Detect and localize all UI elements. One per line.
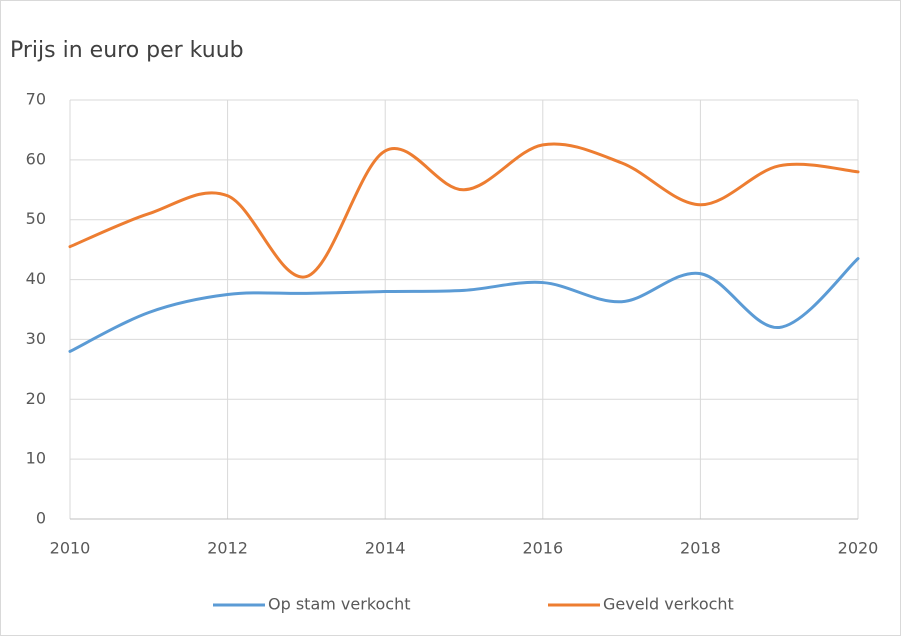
x-tick-label: 2018 [680, 539, 721, 558]
legend-label: Geveld verkocht [603, 595, 734, 614]
x-tick-label: 2016 [522, 539, 563, 558]
y-tick-label: 70 [26, 90, 46, 109]
line-series [68, 257, 860, 353]
chart-title: Prijs in euro per kuub [10, 38, 244, 63]
y-tick-label: 10 [26, 449, 46, 468]
y-tick-label: 0 [36, 509, 46, 528]
x-tick-label: 2014 [365, 539, 406, 558]
legend-label: Op stam verkocht [268, 595, 411, 614]
y-tick-label: 40 [26, 269, 46, 288]
y-tick-label: 30 [26, 329, 46, 348]
y-tick-label: 50 [26, 209, 46, 228]
line-series [68, 142, 860, 279]
x-tick-label: 2010 [50, 539, 91, 558]
y-tick-label: 60 [26, 149, 46, 168]
x-tick-label: 2020 [838, 539, 879, 558]
y-tick-label: 20 [26, 389, 46, 408]
x-tick-label: 2012 [207, 539, 248, 558]
